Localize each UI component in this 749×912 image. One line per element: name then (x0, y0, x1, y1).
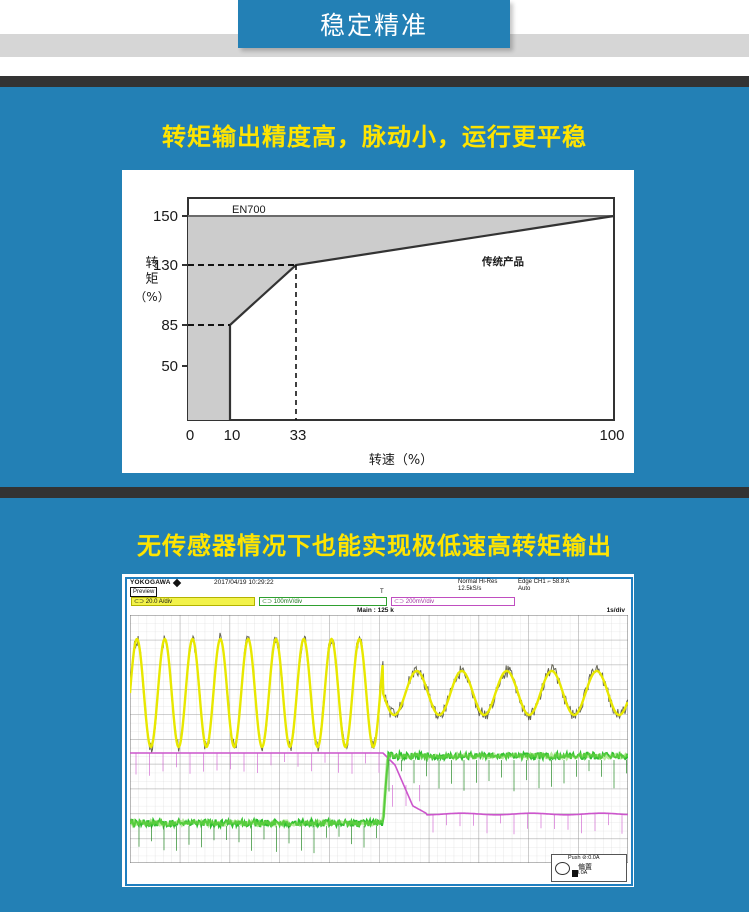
chart-xtick-0: 0 (186, 427, 194, 444)
ch3-scale: 200mV/div (406, 599, 434, 605)
ch2-scale: 100mV/div (274, 599, 302, 605)
oscilloscope-screen: YOKOGAWA Preview 2017/04/19 10:29:22 Nor… (125, 577, 633, 886)
torque-chart-card: 150 130 85 50 转 矩 （%） 0 10 33 100 转速（%） … (122, 170, 634, 473)
scope-timestamp: 2017/04/19 10:29:22 (214, 579, 274, 586)
scope-status-value: 0.0A (576, 870, 587, 876)
scope-channel-bar: ⊂⊃ 20.0 A/div ⊂⊃ 100mV/div ⊂⊃ 200mV/div (129, 597, 629, 606)
scope-header: YOKOGAWA Preview 2017/04/19 10:29:22 Nor… (128, 579, 630, 599)
chart-ytick-50: 50 (161, 358, 178, 375)
promo-page: 稳定精准 转矩输出精度高，脉动小，运行更平稳 (0, 0, 749, 912)
ch1-scale: 20.0 A/div (146, 599, 172, 605)
chart-annotation-en700: EN700 (232, 204, 266, 216)
scope-channel-3[interactable]: ⊂⊃ 200mV/div (391, 597, 515, 606)
trigger-position-marker: T (380, 589, 384, 595)
scope-acq-mode: Normal Hi-Res (458, 579, 497, 585)
knob-icon (555, 862, 570, 875)
scope-trigger-level: 58.8 A (553, 579, 570, 585)
badge-title-chip: 稳定精准 (238, 0, 510, 48)
scope-trigger-mode: Edge CH1 (518, 579, 546, 585)
divider-bar-top (0, 76, 749, 87)
scope-acq-info: Normal Hi-Res 12.5kS/s (458, 579, 497, 593)
edge-slope-icon: ⌐ (547, 579, 551, 585)
chart-ytick-150: 150 (153, 208, 178, 225)
diamond-icon (173, 579, 181, 587)
chart-ylabel-line1: 转 (145, 256, 158, 271)
scope-main-record: Main : 125 k (357, 607, 394, 614)
yokogawa-logo: YOKOGAWA (130, 579, 171, 586)
chart-xtick-33: 33 (290, 427, 307, 444)
section-2-title: 无传感器情况下也能实现极低速高转矩输出 (0, 526, 749, 561)
scope-channel-1[interactable]: ⊂⊃ 20.0 A/div (131, 597, 255, 606)
chart-xtick-100: 100 (599, 427, 624, 444)
torque-speed-chart: 150 130 85 50 转 矩 （%） 0 10 33 100 转速（%） … (122, 170, 634, 473)
scope-push-hint: Push ⊘:0.0A (568, 855, 600, 861)
scope-waveform-svg (130, 615, 628, 863)
chart-xtick-10: 10 (224, 427, 241, 444)
chart-ytick-85: 85 (161, 317, 178, 334)
scope-timebase: 1s/div (607, 607, 625, 614)
section-1-title: 转矩输出精度高，脉动小，运行更平稳 (0, 117, 749, 152)
preview-badge: Preview (130, 587, 157, 597)
chart-ylabel-line2: 矩 (145, 272, 158, 287)
chart-ylabel-unit: （%） (134, 290, 169, 304)
scope-trigger-info: Edge CH1 ⌐ 58.8 A Auto (518, 579, 570, 593)
scope-waveform-area (130, 615, 628, 863)
chart-xlabel: 转速（%） (369, 453, 433, 468)
scope-channel-2[interactable]: ⊂⊃ 100mV/div (259, 597, 387, 606)
scope-status-box[interactable]: Push ⊘:0.0A 偏置 0.0A (551, 854, 627, 882)
divider-bar-middle (0, 487, 749, 498)
chart-annotation-traditional: 传统产品 (481, 255, 524, 268)
scope-trigger-auto: Auto (518, 586, 530, 592)
oscilloscope-card: YOKOGAWA Preview 2017/04/19 10:29:22 Nor… (122, 574, 634, 887)
ch3-probe-icon: ⊂⊃ (394, 599, 404, 605)
top-banner: 稳定精准 (0, 0, 749, 76)
ch1-probe-icon: ⊂⊃ (134, 599, 144, 605)
badge-title-text: 稳定精准 (320, 6, 428, 42)
scope-sample-rate: 12.5kS/s (458, 586, 481, 592)
ch2-probe-icon: ⊂⊃ (262, 599, 272, 605)
